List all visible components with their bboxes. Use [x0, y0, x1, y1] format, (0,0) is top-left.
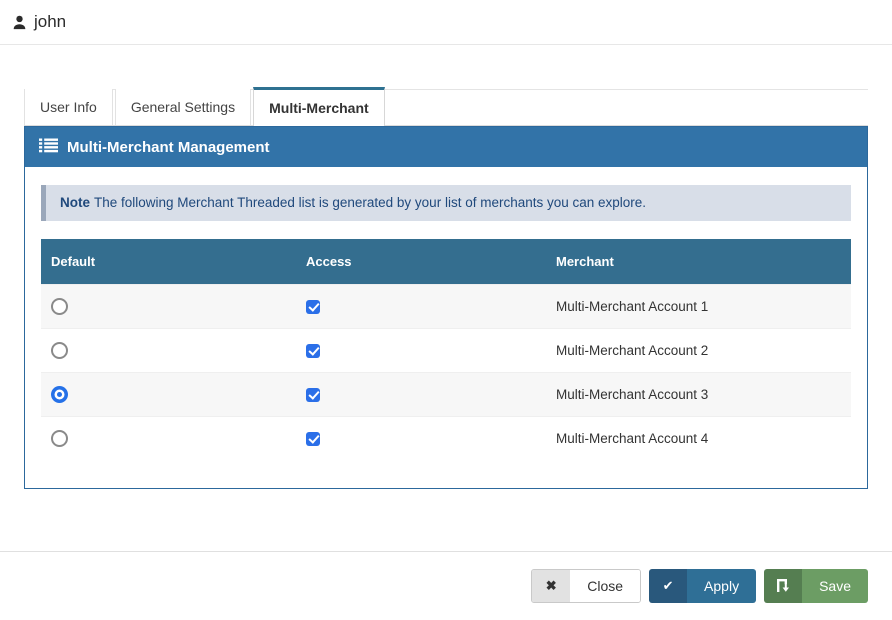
note-banner: Note The following Merchant Threaded list… [41, 185, 851, 221]
tab-user-info[interactable]: User Info [24, 89, 113, 125]
merchant-name: Multi-Merchant Account 4 [546, 416, 851, 461]
save-icon [764, 568, 803, 603]
default-radio-2[interactable] [51, 342, 68, 359]
tab-general-settings[interactable]: General Settings [114, 89, 252, 125]
tab-multi-merchant[interactable]: Multi-Merchant [253, 87, 385, 126]
column-header-merchant: Merchant [546, 239, 851, 285]
table-row: Multi-Merchant Account 1 [41, 284, 851, 329]
access-checkbox-3[interactable] [306, 387, 320, 402]
default-radio-1[interactable] [51, 298, 68, 315]
access-checkbox-2[interactable] [306, 343, 320, 358]
column-header-default: Default [41, 239, 296, 285]
table-row: Multi-Merchant Account 2 [41, 328, 851, 373]
footer-divider [0, 550, 892, 552]
merchant-name: Multi-Merchant Account 3 [546, 372, 851, 417]
merchant-table: Default Access Merchant Multi-Merchant A… [41, 239, 851, 461]
access-checkbox-1[interactable] [306, 299, 320, 314]
multi-merchant-panel: Multi-Merchant Management Note The follow… [24, 126, 868, 489]
column-header-access: Access [296, 239, 546, 285]
apply-button[interactable]: ✔ Apply [649, 568, 757, 603]
list-icon [39, 138, 58, 157]
username: john [34, 12, 67, 31]
apply-button-label: Apply [687, 568, 757, 603]
close-button-label: Close [570, 569, 641, 602]
tab-strip: User Info General Settings Multi-Merchan… [24, 87, 868, 126]
merchant-name: Multi-Merchant Account 2 [546, 328, 851, 373]
table-header-row: Default Access Merchant [41, 239, 851, 285]
access-checkbox-4[interactable] [306, 431, 320, 446]
note-text: The following Merchant Threaded list is … [94, 195, 647, 210]
default-radio-4[interactable] [51, 430, 68, 448]
table-row: Multi-Merchant Account 4 [41, 416, 851, 461]
panel-body: Note The following Merchant Threaded list… [25, 167, 867, 488]
close-button[interactable]: ✖ Close [531, 568, 642, 603]
panel-header: Multi-Merchant Management [25, 127, 867, 167]
check-icon: ✔ [649, 568, 688, 603]
merchant-name: Multi-Merchant Account 1 [546, 284, 851, 329]
table-row: Multi-Merchant Account 3 [41, 372, 851, 417]
topbar: john [0, 0, 892, 45]
save-button[interactable]: Save [764, 568, 868, 603]
panel-title: Multi-Merchant Management [67, 138, 270, 156]
close-x-icon: ✖ [532, 569, 571, 602]
save-button-label: Save [802, 568, 868, 603]
main-content: User Info General Settings Multi-Merchan… [24, 87, 868, 489]
note-label: Note [60, 195, 90, 210]
default-radio-3[interactable] [51, 386, 68, 403]
user-icon [12, 15, 27, 30]
footer-toolbar: ✖ Close ✔ Apply Save [0, 568, 868, 603]
